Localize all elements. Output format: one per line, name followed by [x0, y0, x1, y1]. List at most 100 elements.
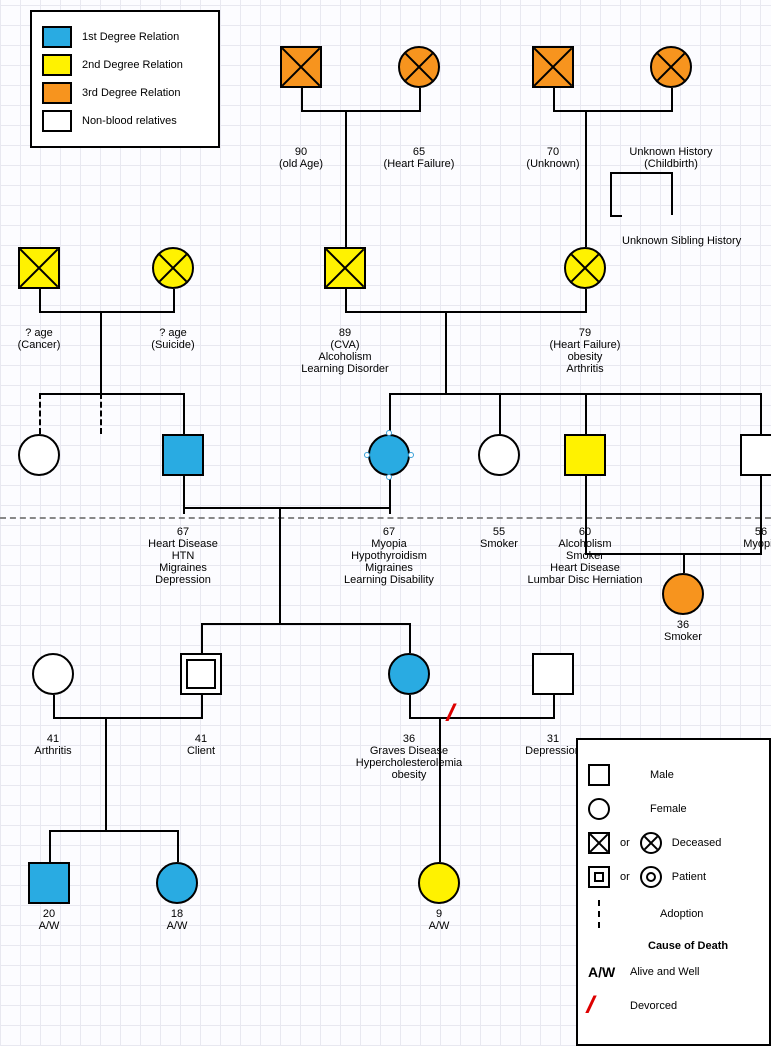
deceased-male-icon [588, 832, 610, 854]
person-label: 89 (CVA) Alcoholism Learning Disorder [274, 327, 416, 375]
person-g3_f4[interactable]: 36 Smoker [662, 573, 704, 615]
connector-line [439, 830, 441, 862]
person-g2_f2[interactable]: 79 (Heart Failure) obesity Arthritis [564, 247, 606, 289]
person-label: 36 Smoker [612, 619, 754, 643]
person-label: 18 A/W [106, 908, 248, 932]
connector-line [345, 110, 347, 247]
person-label: 60 Alcoholism Smoker Heart Disease Lumba… [514, 526, 656, 586]
person-g3_m1[interactable]: 67 Heart Disease HTN Migraines Depressio… [162, 434, 204, 476]
connector-line [671, 88, 673, 110]
person-g2_m1[interactable]: ? age (Cancer) [18, 247, 60, 289]
connector-line [301, 88, 303, 110]
person-g4_m1[interactable]: 41 Client [180, 653, 222, 695]
connector-line [585, 289, 587, 311]
legend-item: Non-blood relatives [42, 110, 208, 132]
connector-line [683, 553, 685, 573]
connector-line [389, 393, 391, 434]
connector-line [201, 623, 203, 653]
person-g5_m1[interactable]: 20 A/W [28, 862, 70, 904]
circle-shape [564, 247, 606, 289]
person-g3_m2[interactable]: 60 Alcoholism Smoker Heart Disease Lumba… [564, 434, 606, 476]
person-g4_f2[interactable]: 36 Graves Disease Hypercholesterolemia o… [388, 653, 430, 695]
key-patient: Patient [672, 871, 706, 883]
circle-shape [398, 46, 440, 88]
selection-handle[interactable] [408, 452, 414, 458]
adoption-divider [0, 517, 771, 519]
selection-handle[interactable] [386, 430, 392, 436]
person-label: Unknown History (Childbirth) [600, 146, 742, 170]
square-shape [28, 862, 70, 904]
connector-line [177, 830, 179, 862]
person-g5_f2[interactable]: 9 A/W [418, 862, 460, 904]
patient-female-icon [640, 866, 662, 888]
connector-line [100, 311, 102, 393]
symbol-key: Male Female or Deceased or Patient Adopt… [576, 738, 771, 1046]
connector-line [409, 717, 555, 719]
connector-line [409, 695, 411, 717]
person-g1_m2[interactable]: 70 (Unknown) [532, 46, 574, 88]
swatch-nonblood [42, 110, 72, 132]
person-label: 41 Arthritis [0, 733, 124, 757]
person-label: ? age (Cancer) [0, 327, 110, 351]
connector-line [345, 289, 347, 311]
key-male: Male [650, 769, 674, 781]
square-shape [532, 46, 574, 88]
circle-shape [18, 434, 60, 476]
connector-line [201, 623, 411, 625]
connector-line [301, 110, 421, 112]
key-or: or [620, 837, 630, 849]
square-shape [532, 653, 574, 695]
connector-line [409, 623, 411, 653]
connector-line [499, 393, 501, 434]
person-g4_f1[interactable]: 41 Arthritis [32, 653, 74, 695]
person-g5_f1[interactable]: 18 A/W [156, 862, 198, 904]
person-g1_f2[interactable]: Unknown History (Childbirth) [650, 46, 692, 88]
person-g3_f3[interactable]: 55 Smoker [478, 434, 520, 476]
person-label: ? age (Suicide) [102, 327, 244, 351]
legend-item: 3rd Degree Relation [42, 82, 208, 104]
person-label: 56 Myopia [690, 526, 771, 550]
person-label: 65 (Heart Failure) [348, 146, 490, 170]
connector-line [671, 172, 673, 215]
key-aw: Alive and Well [630, 966, 700, 978]
person-label: 67 Heart Disease HTN Migraines Depressio… [112, 526, 254, 586]
aw-symbol: A/W [588, 964, 620, 980]
person-g2_f1[interactable]: ? age (Suicide) [152, 247, 194, 289]
connector-line [445, 311, 447, 393]
person-g3_f2[interactable]: 67 Myopia Hypothyroidism Migraines Learn… [368, 434, 410, 476]
person-g3_f1[interactable] [18, 434, 60, 476]
connector-line [53, 717, 203, 719]
swatch-1st [42, 26, 72, 48]
connector-line [553, 88, 555, 110]
circle-shape [662, 573, 704, 615]
divorce-icon: // [588, 992, 620, 1020]
person-g2_m2[interactable]: 89 (CVA) Alcoholism Learning Disorder [324, 247, 366, 289]
circle-shape [32, 653, 74, 695]
square-shape [324, 247, 366, 289]
person-label: 36 Graves Disease Hypercholesterolemia o… [338, 733, 480, 781]
connector-line [389, 393, 762, 395]
circle-shape [368, 434, 410, 476]
square-shape [280, 46, 322, 88]
connector-line [345, 311, 587, 313]
person-g3_m3[interactable]: 56 Myopia [740, 434, 771, 476]
circle-shape [650, 46, 692, 88]
legend-item: 2nd Degree Relation [42, 54, 208, 76]
legend-label: Non-blood relatives [82, 115, 177, 127]
person-label: 20 A/W [0, 908, 120, 932]
person-label: 41 Client [130, 733, 272, 757]
selection-handle[interactable] [386, 474, 392, 480]
adoption-line [39, 393, 41, 434]
connector-line [760, 393, 762, 434]
circle-shape [478, 434, 520, 476]
connector-line [39, 393, 185, 395]
connector-line [183, 507, 391, 509]
legend-label: 3rd Degree Relation [82, 87, 180, 99]
selection-handle[interactable] [364, 452, 370, 458]
connector-line [39, 289, 41, 311]
person-g4_m2[interactable]: 31 Depression [532, 653, 574, 695]
person-g1_f1[interactable]: 65 (Heart Failure) [398, 46, 440, 88]
key-or: or [620, 871, 630, 883]
person-g1_m1[interactable]: 90 (old Age) [280, 46, 322, 88]
square-shape [162, 434, 204, 476]
